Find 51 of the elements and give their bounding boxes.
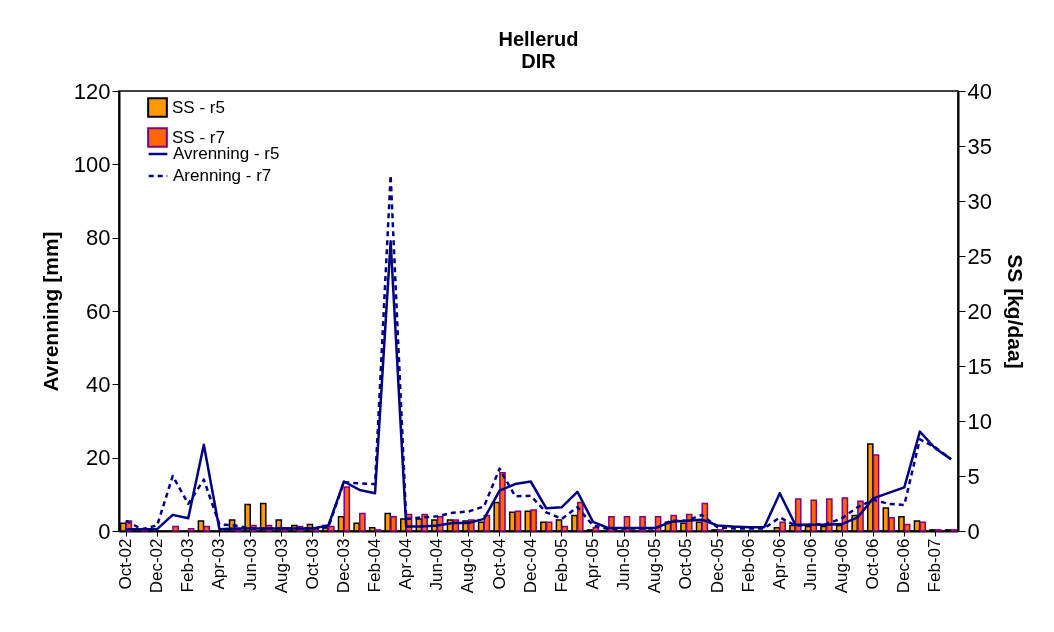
legend-label: Arenning - r7 [173,166,272,185]
x-tick-label: Dec-02 [147,538,167,594]
x-tick-label: Feb-07 [925,538,945,593]
y2-tick-label: 30 [967,188,992,214]
x-tick-label: Dec-04 [520,538,540,594]
x-tick-label: Aug-05 [645,538,665,594]
y-axis-title: Avrenning [mm] [38,231,62,392]
x-tick-label: Oct-06 [863,538,883,590]
x-tick-label: Aug-06 [832,538,852,594]
x-tick-label: Jun-03 [240,538,260,591]
y2-tick-label: 10 [967,408,992,434]
chart-subtitle: DIR [521,50,557,72]
y2-tick-label: 25 [967,243,992,269]
x-tick-label: Jun-04 [427,538,447,591]
x-tick-label: Dec-06 [894,538,914,594]
x-tick-label: Apr-05 [582,538,602,590]
x-tick-label: Apr-06 [769,538,789,590]
y2-axis-title: SS [kg/daa] [1003,254,1027,369]
y2-tick-label: 0 [967,518,980,544]
y-tick-label: 80 [86,225,111,251]
legend-label: SS - r7 [172,127,225,147]
x-tick-label: Oct-02 [116,538,135,590]
legend-label: SS - r5 [172,97,225,117]
chart-title: Hellerud [498,28,579,50]
y-tick-label: 40 [86,371,111,397]
x-tick-label: Jun-06 [800,538,820,591]
y-tick-label: 60 [86,298,111,324]
x-tick-label: Jun-05 [614,538,634,591]
x-tick-label: Feb-05 [551,538,571,593]
x-tick-label: Feb-04 [365,538,385,593]
x-tick-label: Aug-04 [458,538,478,594]
y-tick-label: 120 [73,78,111,104]
y2-tick-label: 20 [967,298,992,324]
x-tick-label: Oct-03 [302,538,322,590]
y2-tick-label: 15 [967,353,992,379]
x-tick-label: Dec-05 [707,538,727,594]
y2-tick-label: 35 [967,133,992,159]
y-tick-label: 0 [98,518,111,544]
y2-tick-label: 40 [967,78,992,104]
x-tick-label: Apr-03 [209,538,229,590]
x-tick-label: Dec-03 [333,538,353,594]
x-tick-label: Feb-06 [738,538,758,593]
x-tick-label: Apr-04 [396,538,416,590]
x-tick-label: Oct-05 [676,538,696,590]
y-tick-label: 100 [73,151,111,177]
x-tick-label: Oct-04 [489,538,509,590]
x-tick-label: Aug-03 [271,538,291,594]
legend-label: Avrenning - r5 [173,144,280,163]
y2-tick-label: 5 [967,463,980,489]
y-tick-label: 20 [86,445,111,471]
x-tick-label: Feb-03 [178,538,198,593]
